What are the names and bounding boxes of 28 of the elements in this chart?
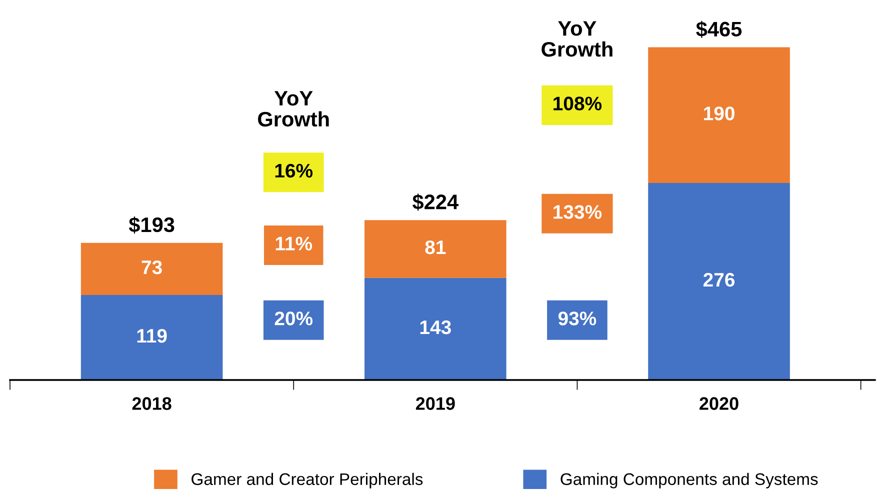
total-label: $465 bbox=[696, 20, 742, 38]
annotation: YoY Growth bbox=[542, 21, 612, 57]
data-label: 190 bbox=[704, 106, 734, 120]
total-label: $224 bbox=[412, 194, 458, 211]
bar bbox=[80, 295, 223, 380]
x-tick-label: 2018 bbox=[132, 397, 172, 410]
data-label: 81 bbox=[425, 240, 446, 254]
annotation: 108% bbox=[554, 96, 602, 110]
annotation: 16% bbox=[275, 164, 313, 178]
bar bbox=[80, 242, 223, 296]
x-tick-label: 2020 bbox=[700, 397, 738, 410]
bar bbox=[364, 220, 506, 278]
x-tick-label: 2019 bbox=[416, 397, 455, 410]
annotation: 133% bbox=[554, 205, 602, 219]
annotation: 93% bbox=[558, 312, 596, 326]
bar bbox=[648, 182, 790, 380]
annotation: 20% bbox=[274, 312, 313, 326]
legend-label: Gaming Components and Systems bbox=[560, 472, 818, 488]
data-label: 143 bbox=[420, 320, 451, 334]
data-label: 276 bbox=[703, 272, 735, 287]
total-label: $193 bbox=[128, 216, 174, 234]
annotation: 11% bbox=[276, 236, 312, 250]
data-label: 119 bbox=[137, 328, 167, 343]
bar bbox=[648, 47, 790, 183]
data-label: 73 bbox=[142, 260, 162, 274]
annotation: YoY Growth bbox=[258, 91, 329, 127]
legend-label: Gamer and Creator Peripherals bbox=[192, 472, 423, 488]
bar bbox=[364, 278, 506, 380]
